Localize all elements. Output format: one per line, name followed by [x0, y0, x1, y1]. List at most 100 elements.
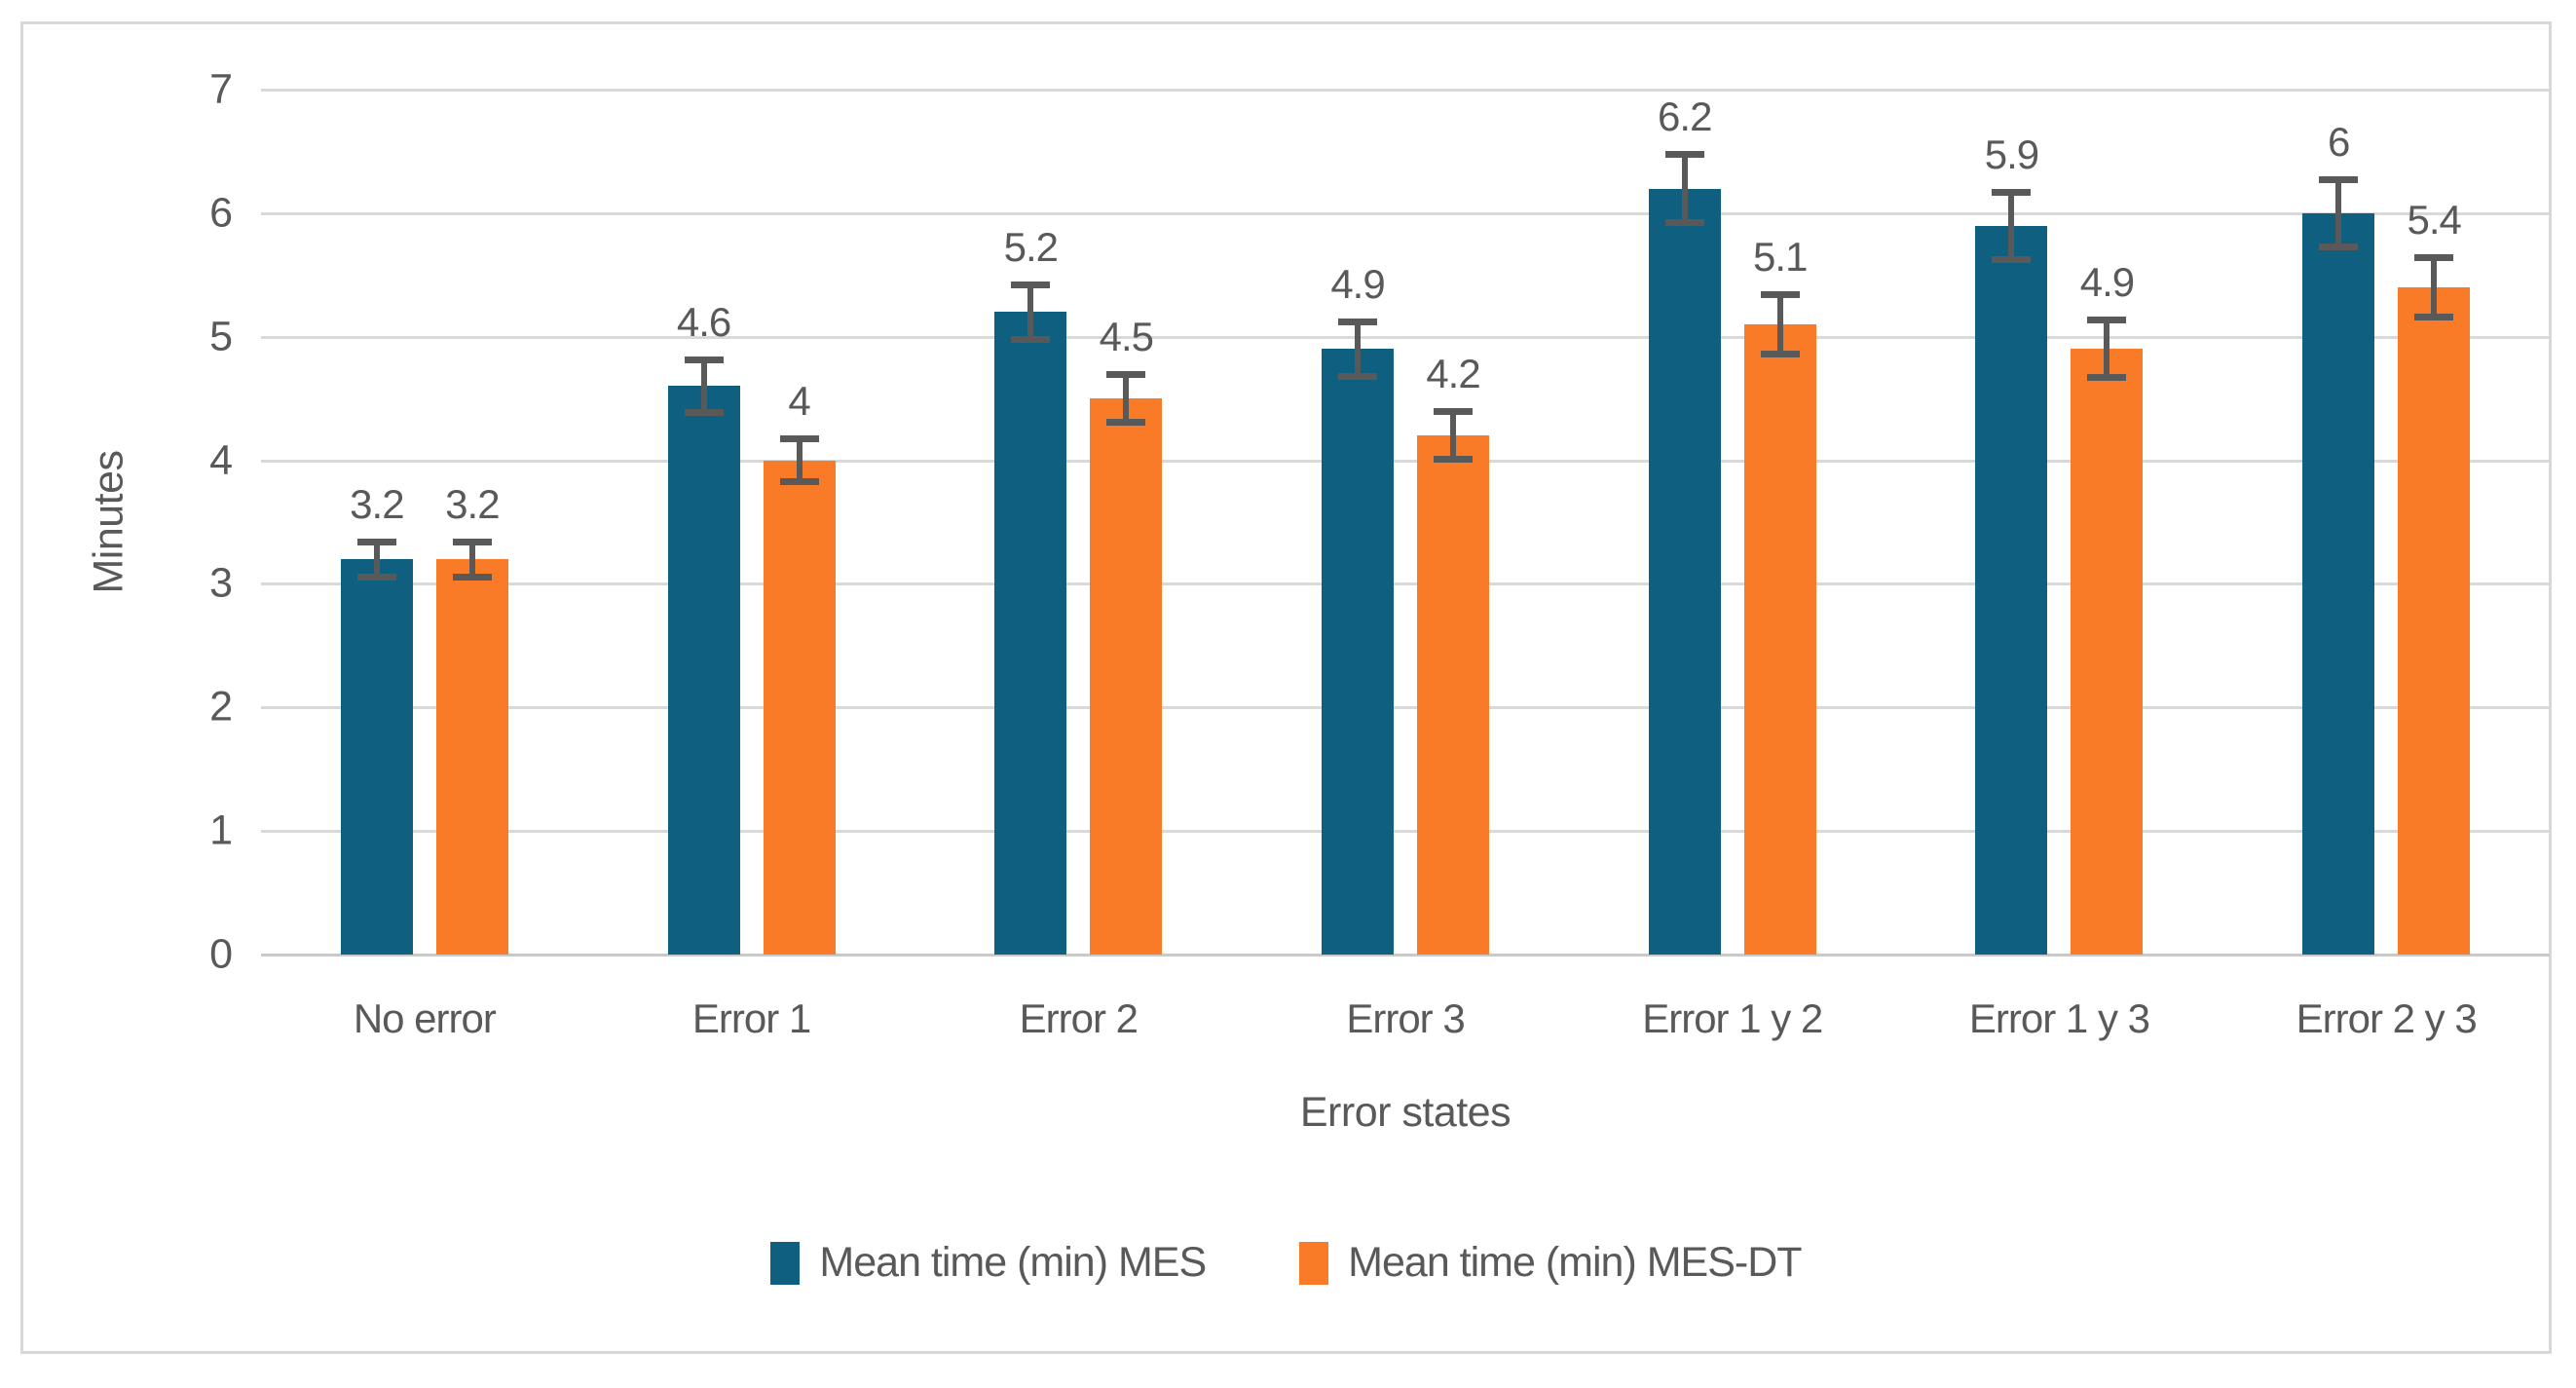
error-bar-cap-bottom — [1106, 419, 1146, 427]
y-tick-2: 2 — [209, 683, 233, 731]
bar-mes-dt-error-1-y-2 — [1743, 324, 1816, 955]
error-bar — [1355, 318, 1362, 381]
error-bar-cap-top — [2087, 317, 2127, 324]
x-label-error-3: Error 3 — [1346, 995, 1465, 1041]
error-bar-cap-bottom — [452, 573, 492, 581]
barwrap-mean-time-min-mes-error-1-y-2: 6.2 — [1648, 90, 1721, 955]
error-bar-cap-top — [1760, 290, 1800, 298]
error-bar — [796, 435, 803, 485]
y-axis-ticks: 0 1 2 3 4 5 6 7 — [117, 68, 233, 975]
legend: Mean time (min) MES Mean time (min) MES-D… — [20, 1239, 2552, 1287]
error-bar-cap-bottom — [2414, 314, 2454, 321]
legend-item-mes: Mean time (min) MES — [770, 1239, 1207, 1287]
x-label-error-1: Error 1 — [691, 995, 811, 1041]
error-bar — [1681, 151, 1688, 226]
barwrap-mean-time-min-mes-error-2-y-3: 6 — [2302, 90, 2375, 955]
barwrap-mean-time-min-mes-dt-error-2: 4.5 — [1090, 90, 1163, 955]
error-bar-cap-bottom — [684, 408, 724, 416]
error-bar-cap-top — [1434, 408, 1474, 416]
barwrap-mean-time-min-mes-dt-error-1: 4 — [763, 90, 836, 955]
data-label: 4.5 — [1099, 314, 1154, 360]
bar-mes-dt-error-3 — [1417, 435, 1490, 955]
error-bar-cap-top — [1992, 188, 2032, 196]
data-label: 6.2 — [1658, 94, 1712, 140]
data-label: 5.4 — [2407, 196, 2461, 243]
barwrap-mean-time-min-mes-dt-error-1-y-2: 5.1 — [1743, 90, 1816, 955]
barwrap-mean-time-min-mes-dt-error-3: 4.2 — [1417, 90, 1490, 955]
gridline-7 — [261, 89, 2550, 92]
bar-mes-error-3 — [1322, 349, 1395, 955]
bar-mes-no-error — [340, 559, 413, 955]
error-bar-cap-top — [2319, 175, 2359, 183]
error-bar-cap-top — [1106, 371, 1146, 379]
barwrap-mean-time-min-mes-error-2: 5.2 — [994, 90, 1067, 955]
error-bar-cap-bottom — [356, 573, 396, 581]
error-bar-cap-bottom — [1011, 336, 1051, 344]
error-bar — [2335, 175, 2342, 250]
error-bar — [373, 538, 380, 581]
data-label: 4.2 — [1426, 351, 1480, 397]
gridline-2 — [261, 706, 2550, 710]
barwrap-mean-time-min-mes-dt-error-2-y-3: 5.4 — [2398, 90, 2471, 955]
legend-label: Mean time (min) MES — [819, 1239, 1207, 1286]
y-tick-3: 3 — [209, 559, 233, 607]
error-bar-cap-top — [1664, 151, 1704, 159]
barwrap-mean-time-min-mes-dt-no-error: 3.2 — [435, 90, 508, 955]
error-bar — [468, 538, 475, 581]
error-bar-cap-bottom — [779, 477, 819, 485]
error-bar — [700, 356, 707, 416]
y-tick-0: 0 — [209, 930, 233, 978]
error-bar-cap-top — [1011, 281, 1051, 288]
error-bar-cap-top — [2414, 253, 2454, 261]
data-label: 5.2 — [1003, 223, 1059, 270]
barwrap-mean-time-min-mes-no-error: 3.2 — [340, 90, 413, 955]
y-tick-6: 6 — [209, 189, 233, 237]
barwrap-mean-time-min-mes-error-1-y-3: 5.9 — [1975, 90, 2048, 955]
gridline-1 — [261, 830, 2550, 834]
group-no-error: 3.2 3.2 — [261, 90, 588, 955]
x-axis-line — [261, 954, 2550, 957]
barwrap-mean-time-min-mes-dt-error-1-y-3: 4.9 — [2071, 90, 2144, 955]
error-bar-cap-top — [452, 538, 492, 545]
error-bar — [1123, 371, 1130, 427]
error-bar-cap-top — [356, 538, 396, 545]
error-bar — [2431, 253, 2438, 321]
error-bar-cap-top — [1338, 318, 1378, 325]
x-label-error-2-y-3: Error 2 y 3 — [2296, 995, 2478, 1041]
data-label: 3.2 — [350, 480, 404, 527]
y-tick-4: 4 — [209, 436, 233, 484]
legend-item-mes-dt: Mean time (min) MES-DT — [1299, 1239, 1803, 1287]
legend-label: Mean time (min) MES-DT — [1348, 1239, 1802, 1286]
barwrap-mean-time-min-mes-error-1: 4.6 — [667, 90, 740, 955]
bar-mes-dt-error-2-y-3 — [2398, 286, 2471, 955]
y-tick-7: 7 — [209, 65, 233, 113]
gridline-4 — [261, 459, 2550, 463]
bar-mes-dt-no-error — [435, 559, 508, 955]
data-label: 4.9 — [2079, 259, 2135, 306]
bar-mes-error-2-y-3 — [2302, 212, 2375, 955]
data-label: 5.9 — [1984, 131, 2039, 177]
y-tick-5: 5 — [209, 313, 233, 360]
plot-area — [261, 89, 2550, 957]
error-bar — [1450, 408, 1457, 464]
bar-mes-dt-error-2 — [1090, 398, 1163, 955]
error-bar-cap-bottom — [1760, 351, 1800, 358]
error-bar-cap-bottom — [1434, 456, 1474, 464]
data-label: 4.9 — [1330, 260, 1385, 307]
bar-mes-error-2 — [994, 312, 1067, 955]
bar-mes-error-1-y-3 — [1975, 225, 2048, 955]
bar-mes-dt-error-1 — [763, 460, 836, 955]
error-bar-cap-bottom — [2319, 243, 2359, 250]
bar-mes-error-1-y-2 — [1648, 188, 1721, 955]
data-label: 5.1 — [1753, 233, 1808, 280]
bar-mes-error-1 — [667, 386, 740, 955]
gridline-6 — [261, 211, 2550, 215]
x-axis-labels: No error Error 1 Error 2 Error 3 Error 1 y 2… — [261, 995, 2550, 1042]
data-label: 3.2 — [445, 480, 500, 527]
group-error-2-y-3: 6 5.4 — [2222, 90, 2550, 955]
error-bar-cap-top — [779, 435, 819, 443]
bar-groups: 3.2 3.2 4.6 4 5.2 4.5 4.9 4.2 6.2 5.1 5.9 4.9 6 5.4 — [261, 90, 2550, 955]
data-label: 4.6 — [676, 299, 731, 346]
error-bar-cap-top — [684, 356, 724, 364]
group-error-1-y-3: 5.9 4.9 — [1896, 90, 2223, 955]
